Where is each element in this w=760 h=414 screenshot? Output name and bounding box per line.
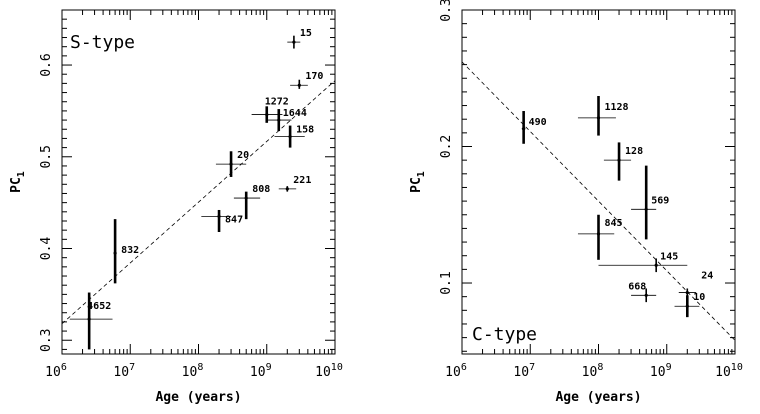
point-label: 845 bbox=[605, 218, 623, 229]
data-point: 221 bbox=[278, 175, 311, 192]
point-label: 808 bbox=[252, 184, 270, 195]
marker bbox=[617, 158, 621, 162]
data-point: 15 bbox=[287, 28, 312, 49]
x-tick-label: 109 bbox=[250, 362, 272, 380]
data-point: 845 bbox=[577, 214, 623, 260]
data-point: 490 bbox=[521, 111, 547, 144]
marker bbox=[244, 196, 248, 200]
marker bbox=[297, 83, 301, 87]
point-label: 20 bbox=[237, 150, 249, 161]
x-axis-title: Age (years) bbox=[155, 390, 241, 405]
data-point: 158 bbox=[274, 125, 314, 148]
fit-line bbox=[461, 61, 736, 341]
point-label: 1128 bbox=[605, 102, 629, 113]
point-label: 668 bbox=[628, 281, 646, 292]
data-point: 1128 bbox=[577, 96, 629, 136]
y-tick-label: 0.2 bbox=[439, 135, 454, 158]
point-label: 221 bbox=[293, 175, 311, 186]
marker bbox=[654, 263, 658, 267]
point-label: 569 bbox=[651, 195, 669, 206]
data-point: 1644 bbox=[266, 108, 307, 132]
y-axis-title: PC1 bbox=[9, 171, 27, 193]
data-point: 145 bbox=[598, 251, 688, 273]
marker bbox=[288, 134, 292, 139]
y-tick-label: 0.4 bbox=[39, 237, 54, 261]
point-label: 10 bbox=[693, 292, 705, 303]
marker bbox=[285, 187, 289, 191]
data-point: 832 bbox=[113, 219, 139, 284]
marker bbox=[277, 118, 281, 122]
data-point: 668 bbox=[628, 281, 657, 303]
x-tick-label: 108 bbox=[582, 362, 604, 380]
marker bbox=[292, 40, 296, 44]
data-point: 569 bbox=[631, 165, 669, 240]
y-tick-label: 0.6 bbox=[39, 53, 54, 76]
point-label: 24 bbox=[701, 271, 713, 282]
data-point: 128 bbox=[603, 142, 643, 181]
data-point: 847 bbox=[201, 209, 243, 232]
marker bbox=[265, 112, 269, 117]
x-tick-label: 109 bbox=[650, 362, 672, 380]
panel-label: S-type bbox=[70, 32, 135, 53]
point-label: 170 bbox=[305, 71, 323, 82]
data-point: 20 bbox=[215, 150, 249, 177]
chart-panel-1: 106 107 108 109 1010 0.3 0.4 0.5 0.6 Age (years) P… bbox=[9, 9, 343, 405]
data-point: 10 bbox=[674, 292, 705, 318]
point-label: 490 bbox=[529, 117, 547, 128]
marker bbox=[87, 317, 91, 321]
marker bbox=[596, 232, 601, 236]
x-tick-label: 1010 bbox=[315, 362, 343, 380]
y-tick-label: 0.3 bbox=[439, 0, 454, 22]
marker bbox=[644, 207, 648, 211]
x-axis-title: Age (years) bbox=[555, 390, 641, 405]
marker bbox=[229, 162, 233, 166]
point-label: 128 bbox=[625, 146, 643, 157]
x-tick-label: 107 bbox=[513, 362, 535, 380]
data-point: 170 bbox=[290, 71, 323, 89]
y-tick-label: 0.5 bbox=[39, 145, 54, 168]
point-label: 15 bbox=[300, 28, 312, 39]
x-tick-label: 106 bbox=[45, 362, 67, 380]
x-tick-label: 1010 bbox=[715, 362, 743, 380]
x-tick-label: 108 bbox=[182, 362, 204, 380]
chart-panel-2: 106 107 108 109 1010 0.1 0.2 0.3 Age (years) PC1 C… bbox=[409, 0, 743, 405]
marker bbox=[217, 214, 221, 218]
point-label: 1644 bbox=[283, 108, 307, 119]
marker bbox=[644, 293, 648, 297]
point-label: 832 bbox=[121, 245, 139, 256]
data-point: 808 bbox=[233, 184, 270, 220]
x-tick-label: 107 bbox=[113, 362, 135, 380]
point-label: 847 bbox=[225, 214, 243, 225]
marker bbox=[685, 290, 689, 295]
point-label: 1272 bbox=[265, 97, 289, 108]
y-tick-label: 0.1 bbox=[439, 271, 454, 294]
panel-label: C-type bbox=[472, 324, 537, 345]
marker bbox=[685, 304, 689, 308]
marker bbox=[113, 251, 117, 255]
marker bbox=[596, 116, 601, 120]
data-point: 4652 bbox=[69, 292, 113, 350]
point-label: 158 bbox=[296, 125, 314, 136]
point-label: 145 bbox=[660, 251, 678, 262]
marker bbox=[522, 127, 526, 131]
y-tick-label: 0.3 bbox=[39, 328, 54, 351]
x-tick-label: 106 bbox=[445, 362, 467, 380]
y-axis-title: PC1 bbox=[409, 171, 427, 193]
fit-line bbox=[61, 80, 336, 325]
point-label: 4652 bbox=[87, 301, 111, 312]
